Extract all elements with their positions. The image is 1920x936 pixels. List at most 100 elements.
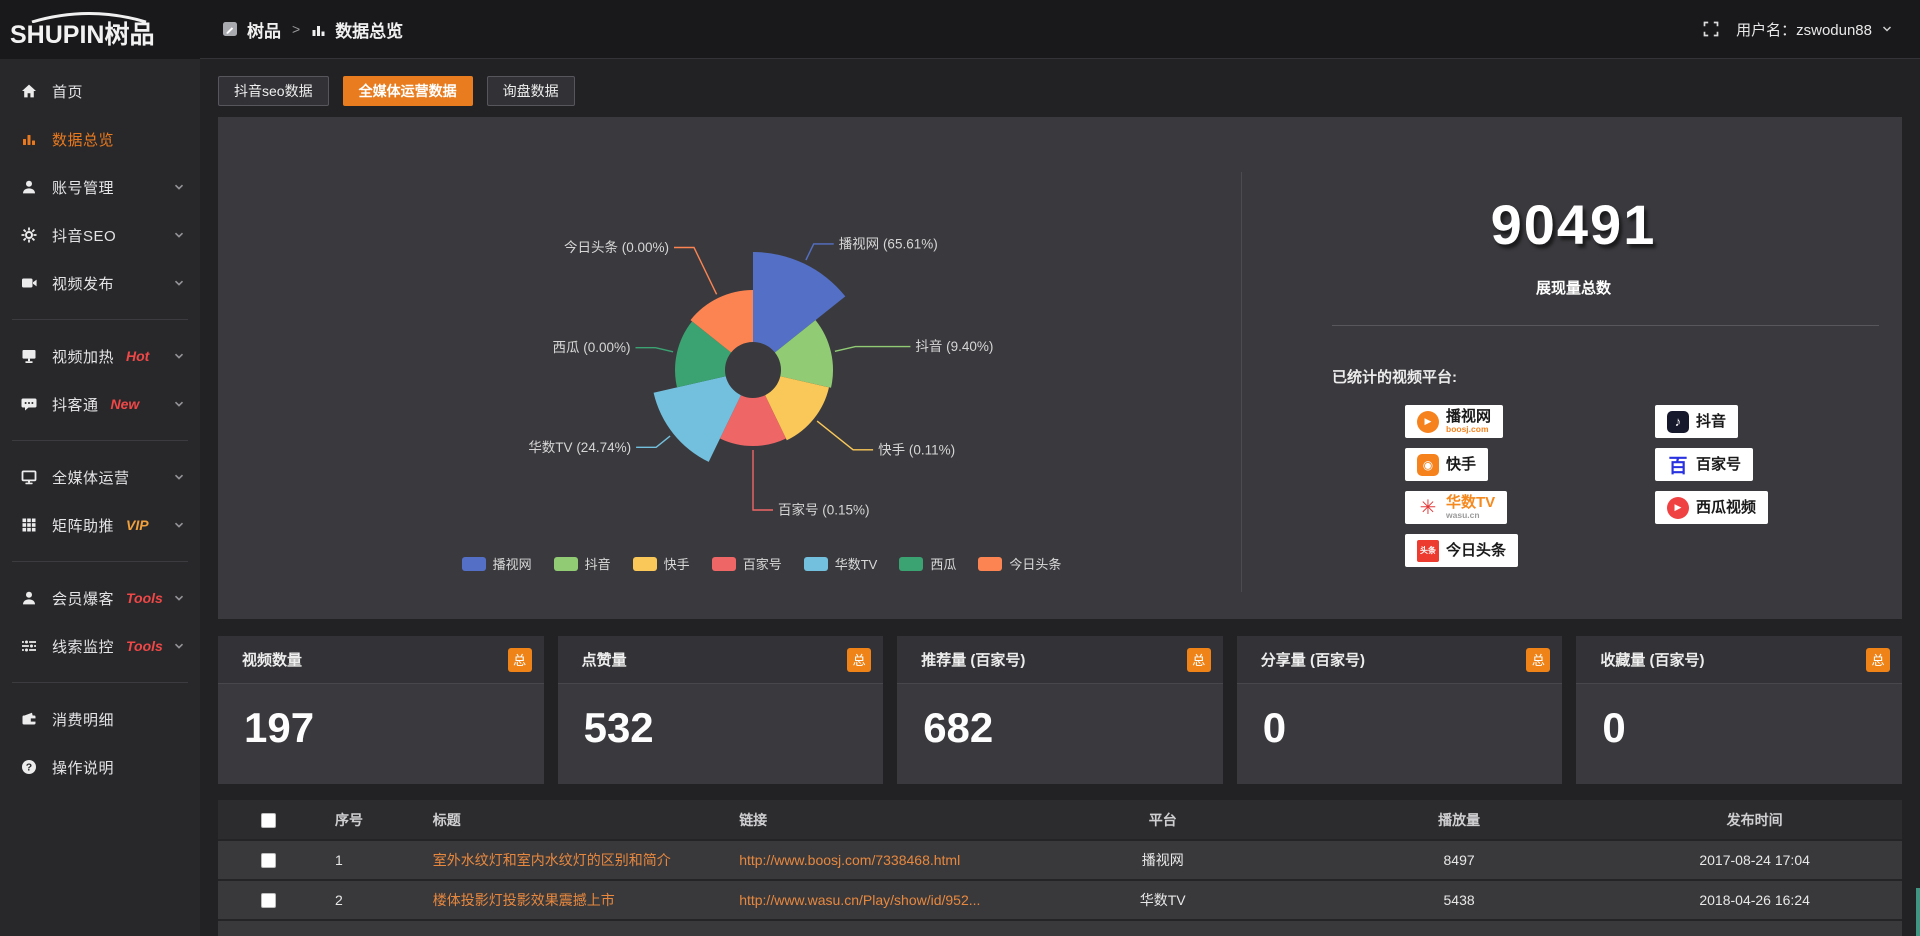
empty-cell	[319, 920, 417, 936]
app-logo[interactable]: SHUPIN树品	[0, 0, 200, 59]
page-scrollbar-thumb[interactable]	[1916, 888, 1920, 936]
col-header-time: 发布时间	[1726, 811, 1783, 828]
total-badge[interactable]: 总	[1186, 647, 1211, 672]
cell-url-link[interactable]: http://www.boosj.com/7338468.html	[739, 852, 961, 868]
row-checkbox[interactable]	[261, 893, 277, 909]
topbar-right: 用户名：zswodun88	[1702, 19, 1894, 40]
tab-inquiry-data[interactable]: 询盘数据	[486, 76, 575, 106]
pie-label-leader-line	[805, 243, 834, 261]
pie-slice-label: 快手 (0.11%)	[878, 442, 955, 457]
pie-slice[interactable]	[720, 395, 786, 447]
user-icon	[20, 178, 38, 196]
horizontal-divider	[1332, 325, 1879, 326]
platform-badge[interactable]: ♪ 抖音	[1655, 405, 1739, 438]
platform-name: 播视网	[1446, 407, 1492, 425]
legend-swatch	[632, 556, 657, 571]
legend-item[interactable]: 快手	[632, 554, 690, 573]
legend-item[interactable]: 抖音	[553, 554, 611, 573]
legend-item[interactable]: 百家号	[711, 554, 782, 573]
sidebar-item-omnimedia[interactable]: 全媒体运营	[0, 453, 200, 501]
grid-icon	[20, 516, 38, 534]
pie-label-leader-line	[635, 346, 674, 353]
table-row: 2 楼体投影灯投影效果震撼上市 http://www.wasu.cn/Play/sh…	[218, 880, 1902, 920]
sidebar-item-video-heat[interactable]: 视频加热 Hot	[0, 332, 200, 380]
pie-slice[interactable]	[690, 290, 754, 353]
cell-title-link[interactable]: 楼体投影灯投影效果震撼上市	[432, 892, 615, 908]
legend-swatch	[978, 556, 1003, 571]
col-header-link: 链接	[739, 811, 768, 828]
platform-badge[interactable]: ✳ 华数TV wasu.cn	[1405, 491, 1508, 524]
user-chevron-down-icon[interactable]	[1880, 22, 1894, 36]
platform-logo-icon: 头条	[1417, 539, 1439, 562]
legend-item[interactable]: 西瓜	[899, 554, 956, 573]
empty-cell	[1015, 920, 1311, 936]
pie-slice-label: 百家号 (0.15%)	[778, 502, 870, 518]
total-badge[interactable]: 总	[847, 647, 872, 672]
sidebar-item-member-burst[interactable]: 会员爆客 Tools	[0, 574, 200, 622]
hot-badge: Hot	[126, 348, 150, 364]
sidebar-item-douyin-seo[interactable]: 抖音SEO	[0, 211, 200, 259]
content: 抖音seo数据 全媒体运营数据 询盘数据 播视网 (65.61%) 抖音 (9.4…	[200, 59, 1920, 936]
platform-badge[interactable]: ▶ 西瓜视频	[1655, 491, 1769, 524]
platform-name: 抖音	[1696, 412, 1727, 430]
total-impressions-value: 90491	[1490, 193, 1657, 256]
fullscreen-icon[interactable]	[1702, 20, 1720, 38]
tab-douyin-seo-data[interactable]: 抖音seo数据	[218, 76, 329, 106]
total-badge[interactable]: 总	[1865, 647, 1890, 672]
checkbox-cell	[218, 840, 319, 880]
breadcrumb-root[interactable]: 树品	[247, 21, 281, 41]
pie-slice[interactable]	[765, 376, 829, 441]
legend-item[interactable]: 播视网	[461, 554, 532, 573]
row-checkbox[interactable]	[261, 853, 277, 869]
legend-label: 抖音	[584, 557, 611, 572]
platform-badge[interactable]: 头条 今日头条	[1405, 534, 1519, 567]
total-badge[interactable]: 总	[507, 647, 532, 672]
chart-legend: 播视网 抖音 快手 百家号 华数TV 西瓜 今日头条	[250, 554, 1273, 573]
platform-badge[interactable]: ▶ 播视网 boosj.com	[1405, 405, 1504, 438]
gear-icon	[20, 226, 38, 244]
pie-slice[interactable]	[774, 320, 833, 388]
sidebar-item-video-publish[interactable]: 视频发布	[0, 259, 200, 307]
chevron-down-icon	[172, 349, 186, 363]
sidebar-item-accounts[interactable]: 账号管理	[0, 163, 200, 211]
pie-slice[interactable]	[753, 251, 846, 353]
sidebar-item-help[interactable]: ? 操作说明	[0, 743, 200, 791]
sidebar-item-home[interactable]: 首页	[0, 67, 200, 115]
stat-card-recommends: 推荐量 (百家号) 总 682	[897, 636, 1223, 784]
platform-badge[interactable]: 百百家号	[1655, 448, 1754, 481]
pie-slice[interactable]	[675, 321, 732, 388]
bar-chart-icon	[20, 130, 38, 148]
legend-label: 华数TV	[834, 557, 878, 572]
monitor-icon	[20, 347, 38, 365]
sidebar-item-label: 线索监控	[52, 638, 115, 656]
pie-slice-label: 抖音 (9.40%)	[915, 338, 993, 354]
chevron-down-icon	[172, 591, 186, 605]
select-all-checkbox[interactable]	[261, 812, 277, 828]
legend-item[interactable]: 今日头条	[978, 554, 1061, 573]
cell-plays: 5438	[1443, 892, 1475, 908]
legend-item[interactable]: 华数TV	[803, 554, 878, 573]
total-badge[interactable]: 总	[1526, 647, 1551, 672]
breadcrumb-current[interactable]: 数据总览	[335, 21, 404, 41]
cell-url-link[interactable]: http://www.wasu.cn/Play/show/id/952...	[739, 892, 981, 908]
sidebar-item-data-overview[interactable]: 数据总览	[0, 115, 200, 163]
platform-badge[interactable]: ◉ 快手	[1405, 448, 1489, 481]
tab-omnimedia-data[interactable]: 全媒体运营数据	[342, 76, 473, 106]
table-header-row: 序号 标题 链接 平台 播放量 发布时间	[218, 800, 1902, 840]
tools-badge: Tools	[126, 590, 163, 606]
sidebar-item-spend-detail[interactable]: 消费明细	[0, 695, 200, 743]
pie-slice-label: 西瓜 (0.00%)	[552, 340, 630, 355]
sidebar-item-douketong[interactable]: 抖客通 New	[0, 380, 200, 428]
pie-slice-label: 今日头条 (0.00%)	[564, 239, 669, 255]
stat-value: 0	[1262, 704, 1287, 751]
username-label[interactable]: 用户名：zswodun88	[1736, 21, 1872, 39]
sidebar-item-matrix-boost[interactable]: 矩阵助推 VIP	[0, 501, 200, 549]
col-header-platform: 平台	[1148, 811, 1177, 828]
stat-title: 视频数量	[242, 652, 303, 669]
legend-label: 快手	[663, 557, 690, 572]
legend-label: 播视网	[492, 557, 532, 572]
logo-text-en: SHUPIN	[10, 20, 105, 49]
pie-slice[interactable]	[653, 376, 741, 462]
sidebar-item-lead-monitor[interactable]: 线索监控 Tools	[0, 622, 200, 670]
cell-title-link[interactable]: 室外水纹灯和室内水纹灯的区别和简介	[432, 852, 671, 868]
